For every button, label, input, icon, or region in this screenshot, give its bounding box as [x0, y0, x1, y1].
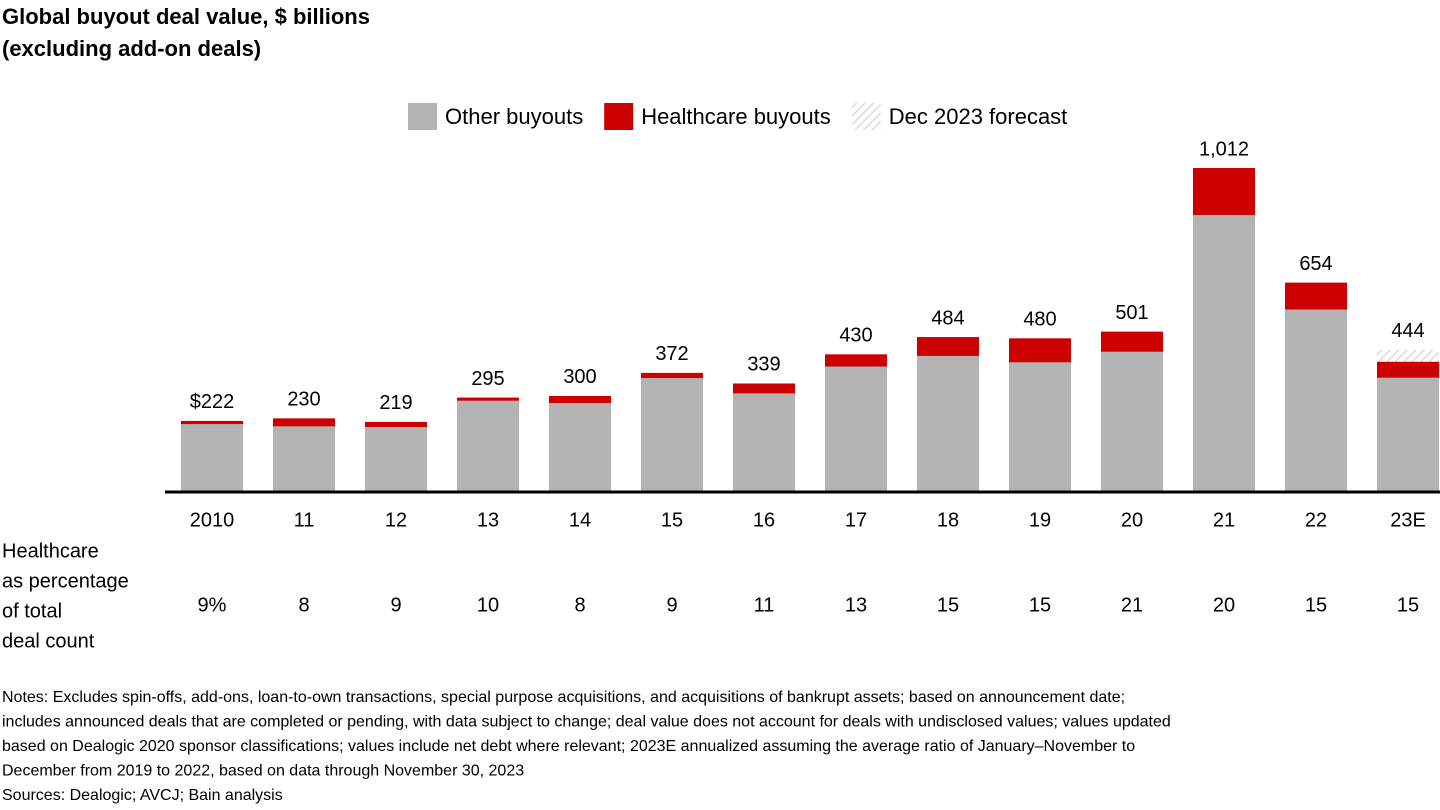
bar-segment [1193, 168, 1255, 216]
share-label: 9 [666, 594, 677, 616]
legend-label: Healthcare buyouts [641, 104, 831, 129]
bar-segment [181, 420, 243, 425]
x-tick-label: 16 [753, 509, 775, 531]
share-label: 9 [390, 594, 401, 616]
chart-title: (excluding add-on deals) [2, 36, 261, 61]
share-label: 15 [1397, 594, 1419, 616]
share-label: 15 [937, 594, 959, 616]
share-row-label: deal count [2, 630, 95, 652]
x-tick-label: 13 [477, 509, 499, 531]
share-row-label: as percentage [2, 570, 129, 592]
bar-segment [457, 397, 519, 401]
share-label: 15 [1305, 594, 1327, 616]
total-label: $222 [190, 391, 235, 413]
bar-segment [549, 402, 611, 492]
bar-segment [273, 418, 335, 427]
note: Sources: Dealogic; AVCJ; Bain analysis [2, 787, 283, 804]
bar-segment [365, 427, 427, 492]
bar-segment [1101, 331, 1163, 352]
note: Notes: Excludes spin-offs, add-ons, loan… [2, 689, 1125, 706]
x-tick-label: 18 [937, 509, 959, 531]
x-tick-label: 22 [1305, 509, 1327, 531]
bar-segment [641, 372, 703, 379]
share-row-label: of total [2, 600, 62, 622]
total-label: 372 [655, 343, 688, 365]
share-label: 10 [477, 594, 499, 616]
share-label: 13 [845, 594, 867, 616]
share-label: 21 [1121, 594, 1143, 616]
x-tick-label: 12 [385, 509, 407, 531]
x-tick-label: 2010 [190, 509, 235, 531]
legend-label: Other buyouts [445, 104, 583, 129]
bar-segment [733, 383, 795, 394]
x-tick-label: 14 [569, 509, 591, 531]
x-tick-label: 23E [1390, 509, 1426, 531]
total-label: 501 [1115, 302, 1148, 324]
bar-segment [733, 393, 795, 492]
total-label: 1,012 [1199, 138, 1249, 160]
note: December from 2019 to 2022, based on dat… [2, 763, 524, 780]
total-label: 480 [1023, 309, 1056, 331]
bar-segment [1009, 338, 1071, 363]
legend-label: Dec 2023 forecast [889, 104, 1068, 129]
bar-segment [1285, 309, 1347, 492]
bar-segment [181, 424, 243, 492]
bar-segment [641, 378, 703, 492]
total-label: 430 [839, 325, 872, 347]
legend-swatch [408, 103, 437, 130]
x-tick-label: 11 [294, 509, 315, 531]
total-label: 230 [287, 389, 320, 411]
bar-segment [825, 366, 887, 492]
bar-segment [1101, 351, 1163, 492]
bar-segment [1377, 349, 1439, 362]
x-tick-label: 21 [1213, 509, 1235, 531]
total-label: 295 [471, 368, 504, 390]
x-tick-label: 19 [1029, 509, 1051, 531]
share-row-label: Healthcare [2, 540, 99, 562]
bar-segment [549, 395, 611, 403]
x-tick-label: 15 [661, 509, 683, 531]
bar-segment [457, 400, 519, 492]
bar-segment [1377, 377, 1439, 492]
total-label: 219 [379, 392, 412, 414]
bar-segment [1193, 215, 1255, 493]
total-label: 654 [1299, 253, 1332, 275]
chart-title: Global buyout deal value, $ billions [2, 4, 370, 29]
bar-segment [917, 355, 979, 492]
legend-swatch [851, 103, 881, 130]
legend-swatch [604, 103, 634, 130]
share-label: 11 [754, 594, 775, 616]
share-label: 9% [198, 594, 227, 616]
bar-segment [1377, 361, 1439, 378]
x-tick-label: 17 [845, 509, 867, 531]
bar-segment [365, 421, 427, 428]
note: includes announced deals that are comple… [2, 714, 1171, 731]
total-label: 484 [931, 307, 964, 329]
bar-segment [917, 337, 979, 356]
total-label: 444 [1391, 320, 1424, 342]
bar-segment [825, 354, 887, 367]
share-label: 8 [574, 594, 585, 616]
share-label: 8 [298, 594, 309, 616]
share-label: 20 [1213, 594, 1235, 616]
bar-segment [1009, 362, 1071, 492]
share-label: 15 [1029, 594, 1051, 616]
bar-segment [1285, 282, 1347, 310]
x-tick-label: 20 [1121, 509, 1143, 531]
total-label: 339 [747, 354, 780, 376]
bar-segment [273, 426, 335, 492]
total-label: 300 [563, 366, 596, 388]
note: based on Dealogic 2020 sponsor classific… [2, 738, 1135, 755]
